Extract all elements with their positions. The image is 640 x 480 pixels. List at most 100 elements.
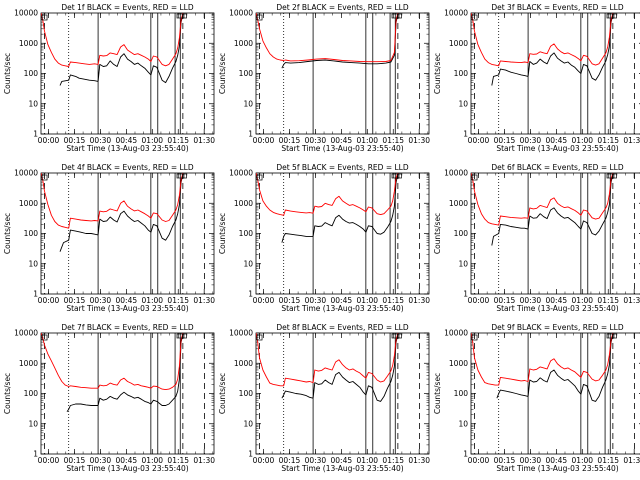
series-group: [41, 333, 184, 412]
y-tick-label: 1000: [19, 359, 38, 368]
y-tick-label: 10: [458, 419, 468, 428]
x-tick-label: 01:00: [571, 296, 593, 305]
x-tick-label: 01:15: [382, 456, 404, 465]
flag-box: [391, 13, 400, 19]
flag-box: [182, 173, 187, 179]
x-tick-label: 01:15: [382, 296, 404, 305]
series-group: [256, 13, 399, 69]
flag-box: [41, 174, 48, 181]
x-tick-label: 01:30: [408, 456, 430, 465]
y-tick-label: 10: [28, 259, 38, 268]
flag-box: [256, 14, 263, 21]
flag-box: [612, 333, 617, 339]
x-tick-label: 00:45: [546, 456, 568, 465]
y-tick-label: 1000: [449, 199, 468, 208]
series-line-events: [281, 174, 399, 243]
series-group: [471, 333, 614, 402]
series-line-lld: [256, 13, 399, 63]
plot-frame: [470, 12, 640, 135]
series-line-lld: [256, 173, 399, 216]
y-tick-label: 100: [454, 389, 469, 398]
x-tick-label: 01:00: [356, 296, 378, 305]
panel-5: Det 5f BLACK = Events, RED = LLD 1 10 100 10…: [218, 163, 430, 313]
x-tick-label: 00:30: [90, 296, 112, 305]
flag-box: [391, 173, 400, 179]
series-line-events: [281, 334, 399, 402]
y-tick-label: 10000: [14, 9, 38, 18]
y-tick-label: 100: [239, 69, 254, 78]
x-tick-label: 01:00: [571, 136, 593, 145]
flag-box: [471, 174, 478, 181]
x-tick-label: 00:15: [279, 136, 301, 145]
x-tick-label: 01:15: [597, 296, 619, 305]
y-tick-label: 1: [33, 290, 38, 299]
x-tick-label: 00:45: [546, 296, 568, 305]
x-axis-label: Start Time (13-Aug-03 23:55:40): [496, 464, 618, 473]
y-tick-label: 10: [28, 419, 38, 428]
series-line-lld: [41, 173, 184, 229]
x-tick-label: 01:30: [623, 296, 640, 305]
y-tick-label: 10000: [229, 169, 253, 178]
panel-9: Det 9f BLACK = Events, RED = LLD 1 10 100 10…: [433, 323, 640, 473]
x-tick-label: 00:45: [546, 136, 568, 145]
x-tick-label: 00:15: [64, 296, 86, 305]
y-axis-label: Counts/sec: [218, 373, 227, 414]
plot-frame: [40, 12, 215, 135]
y-axis-label: Counts/sec: [218, 53, 227, 94]
x-tick-label: 00:15: [64, 136, 86, 145]
y-tick-label: 1000: [449, 359, 468, 368]
series-line-lld: [471, 13, 614, 67]
series-line-events: [496, 334, 614, 402]
x-axis-label: Start Time (13-Aug-03 23:55:40): [281, 144, 403, 153]
y-tick-label: 10000: [444, 329, 468, 338]
x-tick-label: 00:15: [494, 296, 516, 305]
x-tick-label: 01:30: [193, 296, 215, 305]
series-line-events: [59, 14, 184, 86]
y-tick-label: 1: [463, 290, 468, 299]
panel-4: Det 4f BLACK = Events, RED = LLD 1 10 100 10…: [3, 163, 215, 313]
y-tick-label: 1: [248, 450, 253, 459]
x-tick-label: 00:15: [494, 456, 516, 465]
x-axis-label: Start Time (13-Aug-03 23:55:40): [496, 144, 618, 153]
flag-box: [397, 173, 402, 179]
panel-7: Det 7f BLACK = Events, RED = LLD 1 10 100 10…: [3, 323, 215, 473]
x-tick-label: 00:00: [253, 296, 275, 305]
x-axis-label: Start Time (13-Aug-03 23:55:40): [66, 144, 188, 153]
panel-title: Det 7f BLACK = Events, RED = LLD: [61, 323, 194, 332]
x-axis-label: Start Time (13-Aug-03 23:55:40): [496, 304, 618, 313]
x-tick-label: 01:00: [571, 456, 593, 465]
x-tick-label: 00:30: [305, 296, 327, 305]
y-tick-label: 1000: [234, 39, 253, 48]
y-tick-label: 1000: [234, 199, 253, 208]
y-axis-label: Counts/sec: [433, 53, 442, 94]
x-tick-label: 00:30: [520, 296, 542, 305]
x-tick-label: 00:00: [468, 136, 490, 145]
panel-title: Det 3f BLACK = Events, RED = LLD: [491, 3, 624, 12]
y-tick-label: 1000: [234, 359, 253, 368]
x-tick-label: 01:15: [167, 136, 189, 145]
y-tick-label: 100: [239, 229, 254, 238]
y-tick-label: 10: [458, 99, 468, 108]
x-tick-label: 01:00: [356, 456, 378, 465]
x-tick-label: 01:15: [597, 456, 619, 465]
x-tick-label: 01:30: [408, 296, 430, 305]
flag-box: [471, 334, 478, 341]
plot-frame: [255, 12, 430, 135]
panel-6: Det 6f BLACK = Events, RED = LLD 1 10 100 10…: [433, 163, 640, 313]
x-tick-label: 00:00: [38, 136, 60, 145]
x-tick-label: 00:30: [305, 136, 327, 145]
series-group: [256, 173, 399, 243]
y-tick-label: 10000: [229, 329, 253, 338]
y-axis-label: Counts/sec: [3, 53, 12, 94]
plot-frame: [255, 172, 430, 295]
y-tick-label: 1000: [19, 199, 38, 208]
plot-frame: [255, 332, 430, 455]
y-axis-label: Counts/sec: [433, 213, 442, 254]
flag-box: [471, 14, 478, 21]
flag-box: [606, 333, 615, 339]
series-line-lld: [41, 13, 184, 67]
x-tick-label: 00:00: [253, 456, 275, 465]
flag-box: [256, 174, 263, 181]
x-tick-label: 00:30: [305, 456, 327, 465]
